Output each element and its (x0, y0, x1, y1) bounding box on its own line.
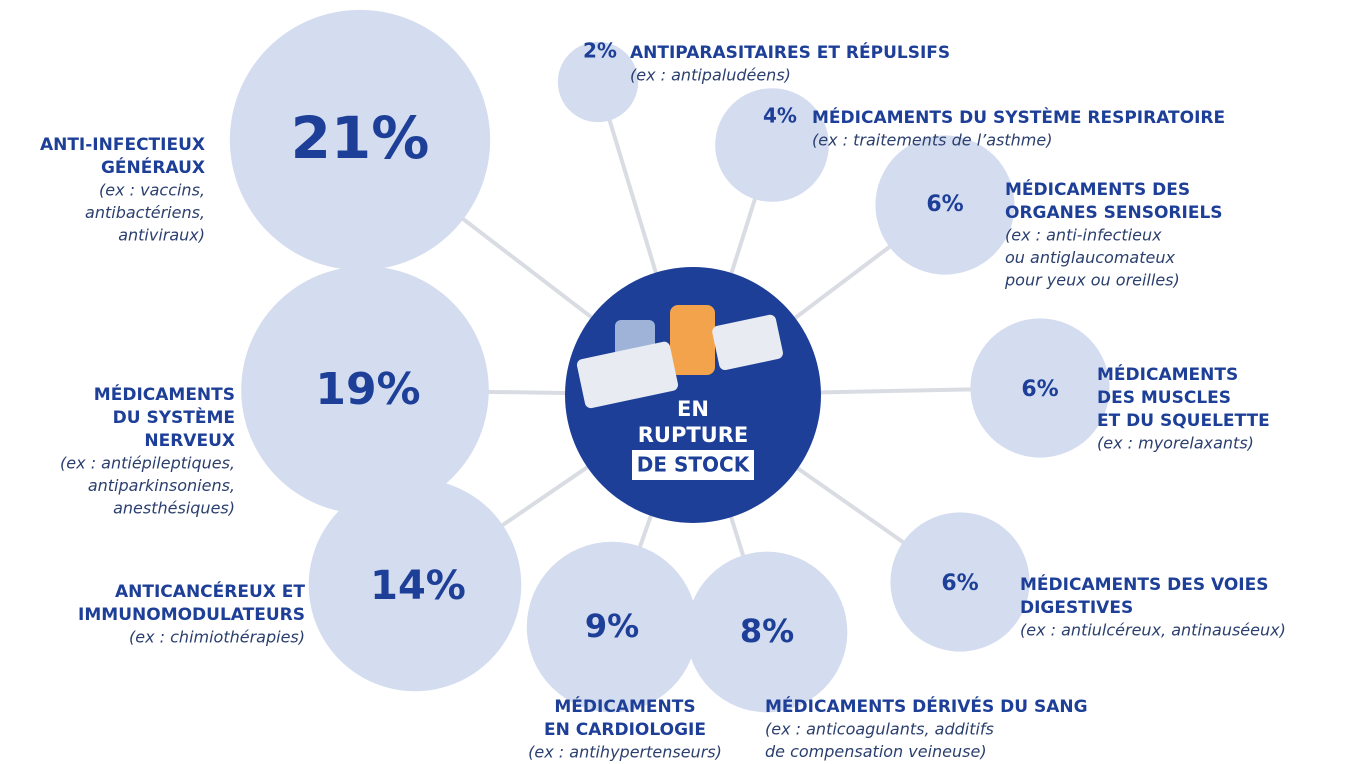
category-title: ANTI-INFECTIEUX (40, 135, 205, 155)
category-example: antiparkinsoniens, (88, 476, 235, 495)
category-title: MÉDICAMENTS DÉRIVÉS DU SANG (765, 695, 1088, 717)
category-title: MÉDICAMENTS (94, 383, 235, 405)
category-title: MÉDICAMENTS (1097, 363, 1238, 385)
category-example: (ex : anti-infectieux (1005, 226, 1162, 245)
category-example: (ex : antihypertenseurs) (528, 743, 722, 762)
category-example: (ex : traitements de l’asthme) (812, 131, 1052, 150)
category-title: MÉDICAMENTS DU SYSTÈME RESPIRATOIRE (812, 106, 1225, 128)
category-title: MÉDICAMENTS DES (1005, 178, 1190, 200)
infographic: EN RUPTURE DE STOCK 21% ANTI-INFECTIEUXGÉ… (0, 0, 1355, 764)
category-title: DES MUSCLES (1097, 388, 1231, 408)
center-label: EN (677, 397, 709, 421)
category-title: DIGESTIVES (1020, 598, 1133, 618)
category-title: MÉDICAMENTS DES VOIES (1020, 573, 1269, 595)
percent-label: 14% (370, 563, 466, 609)
pill-jar-icon (670, 305, 715, 375)
category-example: (ex : antiépileptiques, (60, 454, 235, 473)
center-badge-label: DE STOCK (637, 453, 751, 477)
category-example: ou antiglaucomateux (1005, 248, 1175, 267)
category-title: NERVEUX (144, 431, 235, 451)
category-title: ET DU SQUELETTE (1097, 411, 1270, 431)
percent-label: 6% (941, 571, 978, 596)
category-title: IMMUNOMODULATEURS (78, 605, 305, 625)
category-title: MÉDICAMENTS (554, 695, 695, 717)
category-example: antiviraux) (118, 226, 205, 245)
category-example: pour yeux ou oreilles) (1004, 271, 1180, 290)
percent-label: 8% (740, 612, 794, 650)
category-title: EN CARDIOLOGIE (544, 720, 706, 740)
category-example: anesthésiques) (113, 499, 235, 518)
percent-label: 21% (291, 104, 430, 172)
percent-label: 2% (583, 39, 617, 63)
category-example: (ex : anticoagulants, additifs (765, 720, 994, 739)
category-example: (ex : antipaludéens) (630, 66, 791, 85)
percent-label: 19% (315, 364, 420, 415)
category-example: (ex : vaccins, (99, 181, 205, 200)
category-title: ANTIPARASITAIRES ET RÉPULSIFS (630, 41, 950, 63)
percent-label: 4% (763, 104, 797, 128)
percent-label: 9% (585, 607, 639, 645)
category-example: antibactériens, (85, 203, 205, 222)
category-example: (ex : antiulcéreux, antinauséeux) (1020, 621, 1286, 640)
category-title: ANTICANCÉREUX ET (115, 580, 305, 602)
category-example: (ex : myorelaxants) (1097, 434, 1254, 453)
category-example: de compensation veineuse) (765, 742, 987, 761)
category-example: (ex : chimiothérapies) (129, 628, 305, 647)
center-label: RUPTURE (638, 423, 749, 447)
category-title: GÉNÉRAUX (101, 156, 205, 178)
category-title: ORGANES SENSORIELS (1005, 203, 1223, 223)
percent-label: 6% (1021, 377, 1058, 402)
category-title: DU SYSTÈME (113, 406, 235, 428)
percent-label: 6% (926, 192, 963, 217)
